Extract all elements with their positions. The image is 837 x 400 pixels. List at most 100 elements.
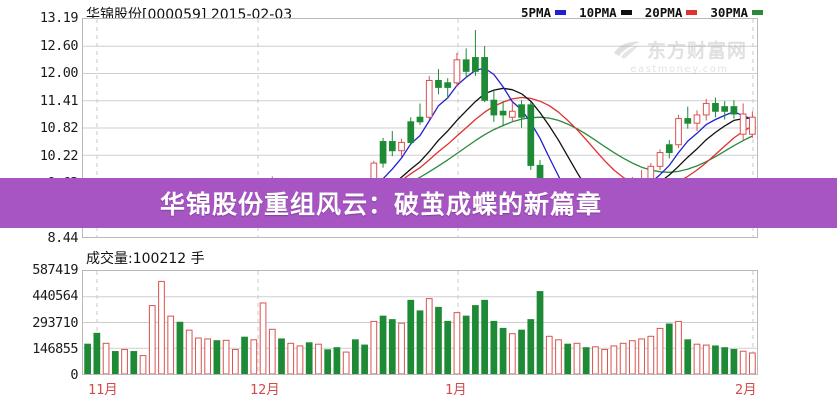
- candlestick: [444, 78, 452, 99]
- candlestick: [462, 48, 470, 79]
- volume-bar: [370, 320, 378, 374]
- volume-bar: [675, 320, 682, 374]
- candlestick: [379, 137, 387, 168]
- volume-bar: [425, 298, 433, 374]
- candlestick: [490, 91, 498, 122]
- volume-bar: [241, 336, 248, 374]
- x-axis-month-label: 11月: [88, 382, 118, 398]
- legend-item-10pma: 10PMA: [579, 5, 632, 20]
- volume-bar: [102, 342, 110, 374]
- volume-chart-title: 成交量:100212 手: [86, 251, 205, 267]
- candlestick: [693, 110, 701, 131]
- x-axis-month-label: 2月: [735, 382, 757, 398]
- volume-bar: [352, 339, 359, 374]
- candlestick: [721, 101, 729, 120]
- volume-y-tick: 293710: [32, 314, 78, 331]
- volume-bar: [592, 346, 599, 374]
- candlestick: [398, 138, 405, 158]
- price-y-tick: 13.19: [39, 10, 79, 26]
- volume-bar: [619, 342, 627, 374]
- volume-bar: [148, 305, 156, 374]
- volume-bar: [324, 349, 332, 374]
- volume-bar: [444, 320, 452, 374]
- volume-bar: [305, 342, 313, 374]
- candlestick: [508, 102, 516, 122]
- volume-bar: [130, 351, 138, 374]
- volume-bar: [527, 319, 535, 374]
- volume-bar: [231, 348, 239, 374]
- volume-bar-series: [84, 280, 756, 374]
- candlestick: [388, 130, 396, 157]
- candlestick: [675, 114, 682, 148]
- volume-bar: [278, 338, 285, 374]
- volume-bar: [656, 327, 664, 374]
- volume-bar: [730, 348, 738, 374]
- volume-bar: [749, 352, 756, 374]
- candlestick: [665, 140, 673, 159]
- volume-bar: [684, 339, 692, 374]
- volume-bar: [638, 338, 645, 374]
- volume-bar: [490, 320, 498, 374]
- volume-bar: [628, 340, 636, 374]
- volume-bar: [499, 327, 507, 374]
- legend-swatch-icon: [555, 10, 567, 15]
- volume-bar: [481, 299, 488, 374]
- volume-bar: [342, 351, 350, 374]
- volume-bar: [601, 348, 609, 374]
- volume-bar: [333, 347, 341, 374]
- candlestick: [527, 102, 535, 170]
- volume-bar: [416, 310, 424, 374]
- volume-bar: [453, 312, 461, 374]
- volume-bar: [388, 319, 396, 374]
- volume-bar: [93, 332, 101, 374]
- volume-bar: [407, 299, 415, 374]
- legend-label: 30PMA: [710, 5, 748, 20]
- price-y-tick: 12.60: [39, 37, 79, 54]
- volume-bar: [693, 343, 701, 374]
- volume-bar: [259, 302, 267, 374]
- volume-bar: [121, 348, 128, 374]
- volume-bar: [472, 305, 479, 374]
- volume-bar: [139, 355, 147, 374]
- volume-bar: [721, 347, 729, 374]
- candlestick: [656, 149, 664, 170]
- volume-bar: [398, 322, 405, 374]
- volume-y-tick: 0: [70, 367, 78, 383]
- candlestick: [702, 98, 710, 121]
- volume-bar: [176, 321, 184, 374]
- candlestick: [481, 46, 488, 103]
- volume-bar: [84, 343, 91, 374]
- price-y-tick: 10.82: [39, 120, 79, 136]
- volume-bar: [185, 329, 193, 374]
- legend-item-30pma: 30PMA: [710, 5, 763, 20]
- candlestick: [499, 101, 507, 127]
- legend-item-5pma: 5PMA: [521, 5, 567, 20]
- volume-bar: [610, 345, 618, 374]
- volume-plot-svg: [83, 271, 757, 374]
- volume-bar: [158, 280, 165, 374]
- volume-bar: [268, 328, 276, 374]
- volume-bar: [545, 335, 553, 374]
- volume-bar: [647, 335, 655, 374]
- legend-label: 10PMA: [579, 5, 617, 20]
- volume-bar: [435, 306, 442, 374]
- candlestick: [425, 75, 433, 120]
- overlay-banner-text: 华锦股份重组风云：破茧成蝶的新篇章: [160, 190, 603, 219]
- candlestick: [518, 100, 525, 128]
- volume-bar: [167, 315, 175, 374]
- volume-bar: [508, 333, 516, 374]
- volume-bar: [536, 291, 544, 374]
- volume-y-tick: 440564: [32, 288, 78, 305]
- volume-bar: [361, 344, 368, 374]
- candlestick: [407, 117, 415, 146]
- candlestick: [453, 52, 461, 87]
- volume-bar: [250, 339, 258, 374]
- ma30-line: [355, 116, 753, 200]
- candlestick: [416, 103, 424, 126]
- price-y-tick: 10.22: [39, 147, 79, 164]
- x-axis-month-label: 1月: [445, 382, 467, 398]
- candlestick: [472, 30, 479, 76]
- legend-label: 20PMA: [644, 5, 683, 20]
- volume-bar: [702, 344, 710, 374]
